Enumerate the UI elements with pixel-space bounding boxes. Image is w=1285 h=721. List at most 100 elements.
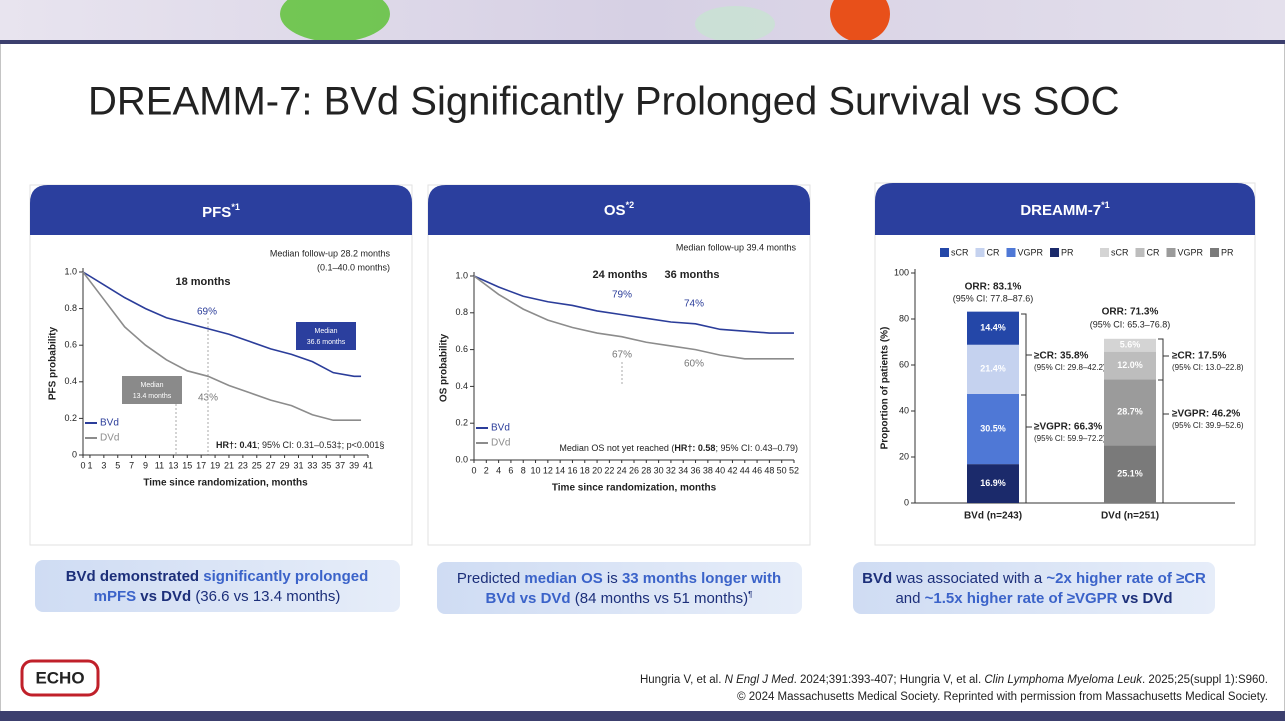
legend-swatch [1210,248,1220,257]
legend-label: DVd [491,438,510,449]
x-tick-label: 15 [182,460,192,470]
bar-segment [1104,445,1156,503]
bar-label: 30.5% [980,423,1006,433]
annotation: (95% CI: 65.3–76.8) [1090,319,1171,329]
x-tick-label: 10 [531,465,541,475]
annotation: ≥VGPR: 66.3% [1034,422,1102,433]
y-tick-label: 80 [899,313,909,323]
annotation: 24 months [592,269,647,281]
bar-label: 12.0% [1117,360,1143,370]
slide-title: DREAMM-7: BVd Significantly Prolonged Su… [88,80,1119,124]
y-axis-title: OS probability [439,333,450,402]
y-tick-label: 0.6 [64,340,77,350]
summary-box [35,560,400,612]
logo-text: ECHO [35,668,84,687]
bar-segment [967,464,1019,503]
annotation: Median [315,328,338,335]
annotation: Median follow-up 28.2 months [270,248,391,258]
c: . 2024;391:393-407; Hungria V, et al. [794,674,985,686]
x-tick-label: 12 [543,465,553,475]
citation: © 2024 Massachusetts Medical Society. Re… [737,691,1268,703]
summary-box [853,562,1215,614]
legend-label: DVd [100,433,119,444]
legend-swatch [1166,248,1176,257]
x-tick-label: 50 [777,465,787,475]
bar-segment [1104,351,1156,380]
x-tick-label: 18 [580,465,590,475]
annotation: ≥VGPR: 46.2% [1172,409,1240,420]
y-axis-title: PFS probability [48,326,59,400]
x-tick-label: 6 [508,465,513,475]
bar-segment [967,393,1019,465]
median-box [296,322,356,350]
s: is [603,570,622,587]
x-tick-label: 17 [196,460,206,470]
x-tick-label: 8 [521,465,526,475]
x-tick-label: 1 [87,460,92,470]
top-banner [0,0,1285,44]
x-tick-label: 46 [752,465,762,475]
legend-swatch [1135,248,1145,257]
x-tick-label: DVd (n=251) [1101,511,1159,522]
y-tick-label: 60 [899,359,909,369]
s: (84 months vs 51 months) [571,590,749,607]
x-axis-title: Time since randomization, months [552,483,717,494]
annotation: Median OS not yet reached (HR†: 0.58; 95… [559,443,798,453]
header-sup: *1 [1101,200,1110,210]
annotation: 13.4 months [133,393,172,400]
annotation: ≥CR: 35.8% [1034,351,1089,362]
panel-header: DREAMM-7*1 [1020,200,1109,219]
x-tick-label: 23 [238,460,248,470]
s: and [895,590,924,607]
legend-swatch [975,248,985,257]
x-tick-label: 48 [764,465,774,475]
bar-label: 21.4% [980,364,1006,374]
x-tick-label: 19 [210,460,220,470]
citation: Hungria V, et al. N Engl J Med. 2024;391… [640,674,1268,686]
x-tick-label: 30 [654,465,664,475]
annotation: (95% CI: 39.9–52.6) [1172,421,1244,430]
c: Clin Lymphoma Myeloma Leuk [984,674,1143,686]
x-tick-label: 28 [641,465,651,475]
annotation: 67% [612,350,632,361]
x-tick-label: 13 [168,460,178,470]
s: (36.6 vs 13.4 months) [195,588,340,605]
panels [29,182,1256,546]
annotation: (95% CI: 29.8–42.2) [1034,363,1106,372]
legend-label: CR [987,247,1000,257]
x-tick-label: 0 [80,460,85,470]
bar-segment [967,311,1019,345]
annotation: Median [141,382,164,389]
s: BVd vs DVd [486,590,571,607]
legend-swatch [1050,248,1060,257]
x-tick-label: 0 [471,465,476,475]
x-tick-label: 42 [727,465,737,475]
x-tick-label: 32 [666,465,676,475]
annotation: (95% CI: 59.9–72.2) [1034,434,1106,443]
x-tick-label: 40 [715,465,725,475]
x-tick-label: 26 [629,465,639,475]
annotation: (95% CI: 13.0–22.8) [1172,363,1244,372]
s: ~1.5x higher rate of ≥VGPR [925,590,1118,607]
y-tick-label: 0.2 [455,418,468,428]
c: Hungria V, et al. [640,674,725,686]
x-tick-label: 52 [789,465,799,475]
summary-line: BVd demonstrated significantly prolonged [66,568,369,585]
median-text: Median OS not yet reached ( [559,443,674,453]
y-tick-label: 100 [894,267,909,277]
x-tick-label: 21 [224,460,234,470]
legend-label: PR [1061,247,1074,257]
s: vs DVd [136,588,195,605]
annotation: 74% [684,299,704,310]
y-tick-label: 0.2 [64,413,77,423]
y-tick-label: 0.8 [64,303,77,313]
x-tick-label: 4 [496,465,501,475]
y-tick-label: 0.0 [455,454,468,464]
annotation: 69% [197,307,217,318]
legend-label: VGPR [1018,247,1044,257]
legend-label: sCR [951,247,969,257]
annotation: 79% [612,290,632,301]
x-tick-label: 24 [617,465,627,475]
annotation: ORR: 83.1% [965,282,1022,293]
bar-segment [967,344,1019,394]
